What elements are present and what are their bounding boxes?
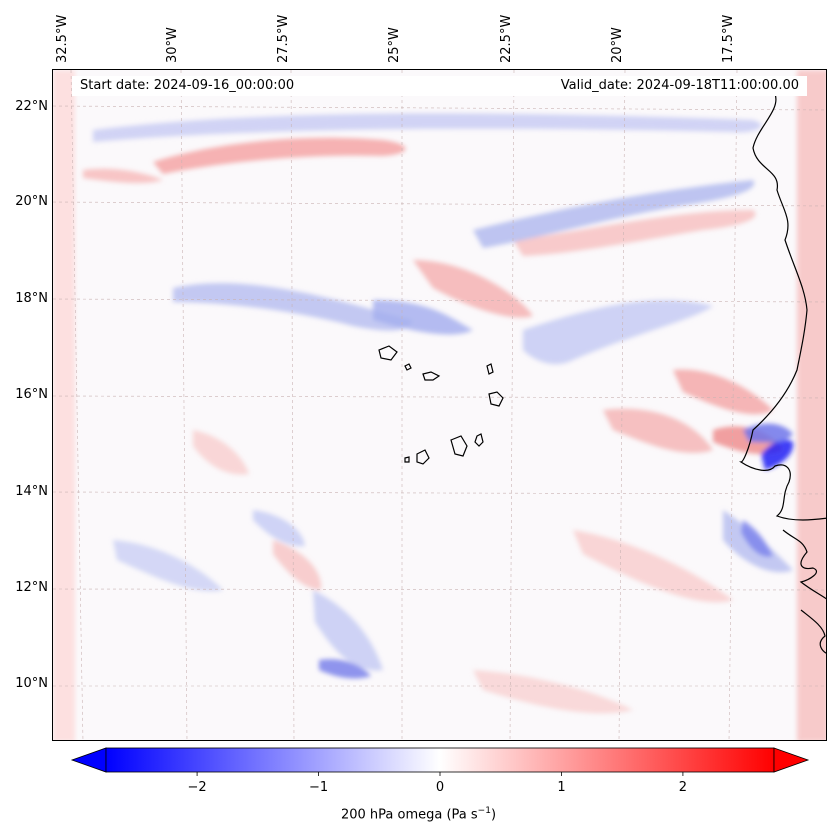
colorbar-tick-label: −2 [187, 780, 207, 795]
lat-label-18n: 18°N [15, 291, 48, 306]
lat-label-14n: 14°N [15, 484, 48, 499]
omega-anomaly-patch [273, 540, 322, 590]
omega-anomaly-patch [673, 369, 773, 415]
omega-field [53, 70, 826, 740]
colorbar-gradient [105, 747, 775, 773]
graticule [53, 70, 826, 740]
island-santo-antao [378, 345, 398, 361]
omega-anomaly-patch [603, 408, 713, 453]
omega-anomaly-patch [741, 520, 773, 557]
omega-anomaly-patch [113, 540, 223, 592]
lat-label-20n: 20°N [15, 194, 48, 209]
omega-anomaly-patch [173, 283, 413, 331]
lat-label-10n: 10°N [15, 676, 48, 691]
colorbar-min-extend [70, 747, 107, 773]
guinea-bissau-coast [782, 529, 826, 600]
lon-label-17-5w: 17.5°W [721, 14, 736, 63]
lon-label-22-5w: 22.5°W [499, 14, 514, 63]
colorbar-tick-label: 1 [557, 780, 566, 795]
island-sao-nicolau [422, 371, 441, 381]
omega-anomaly-patch [513, 210, 756, 256]
colorbar-tick-label: −1 [308, 780, 329, 795]
lon-label-25w: 25°W [387, 27, 402, 63]
omega-anomaly-patch [523, 300, 713, 365]
colorbar-max-extend [773, 747, 810, 773]
colorbar-tick-label: 0 [435, 780, 445, 795]
lat-label-12n: 12°N [15, 580, 48, 595]
colorbar-label: 200 hPa omega (Pa s−1) [0, 806, 837, 822]
coastlines [378, 93, 826, 654]
west-boundary-band [53, 70, 75, 740]
guinea-coast [800, 609, 826, 654]
omega-anomalies [83, 113, 794, 714]
date-info-bar: Start date: 2024-09-16_00:00:00 Valid_da… [72, 76, 807, 96]
omega-anomaly-patch [413, 260, 533, 318]
island-sao-vicente [404, 363, 412, 371]
omega-map [52, 69, 827, 741]
omega-anomaly-patch [473, 670, 633, 714]
lon-label-20w: 20°W [610, 27, 625, 63]
omega-anomaly-patch [193, 430, 249, 475]
west-africa-coast [739, 93, 826, 521]
lon-label-27-5w: 27.5°W [276, 14, 291, 63]
omega-anomaly-patch [473, 180, 755, 248]
island-brava [404, 456, 410, 463]
start-date-label: Start date: 2024-09-16_00:00:00 [80, 78, 295, 93]
lat-label-16n: 16°N [15, 387, 48, 402]
omega-anomaly-patch [83, 168, 163, 184]
omega-anomaly-patch [761, 439, 794, 470]
lon-label-30w: 30°W [165, 27, 180, 63]
island-fogo [416, 449, 430, 465]
island-maio [474, 433, 484, 447]
island-santiago [450, 435, 468, 457]
colorbar-label-text: 200 hPa omega (Pa s [340, 807, 478, 823]
east-boundary-band [797, 70, 826, 740]
lat-label-22n: 22°N [15, 99, 48, 114]
omega-anomaly-patch [153, 137, 406, 174]
island-sal [486, 363, 494, 375]
island-boa-vista [488, 391, 504, 407]
omega-anomaly-patch [93, 113, 762, 142]
colorbar-label-superscript: −1 [477, 806, 491, 816]
omega-anomaly-patch [253, 510, 305, 547]
omega-anomaly-patch [313, 590, 383, 671]
valid-date-label: Valid_date: 2024-09-18T11:00:00.00 [560, 78, 799, 93]
omega-anomaly-patch [373, 300, 473, 335]
colorbar-tick-label: 2 [678, 780, 688, 795]
omega-anomaly-patch [319, 659, 371, 679]
omega-anomaly-patch [713, 426, 783, 455]
lon-label-32-5w: 32.5°W [55, 14, 70, 63]
colorbar-tick-marks [196, 772, 684, 776]
colorbar-label-end: ) [490, 807, 497, 823]
omega-anomaly-patch [573, 530, 733, 603]
